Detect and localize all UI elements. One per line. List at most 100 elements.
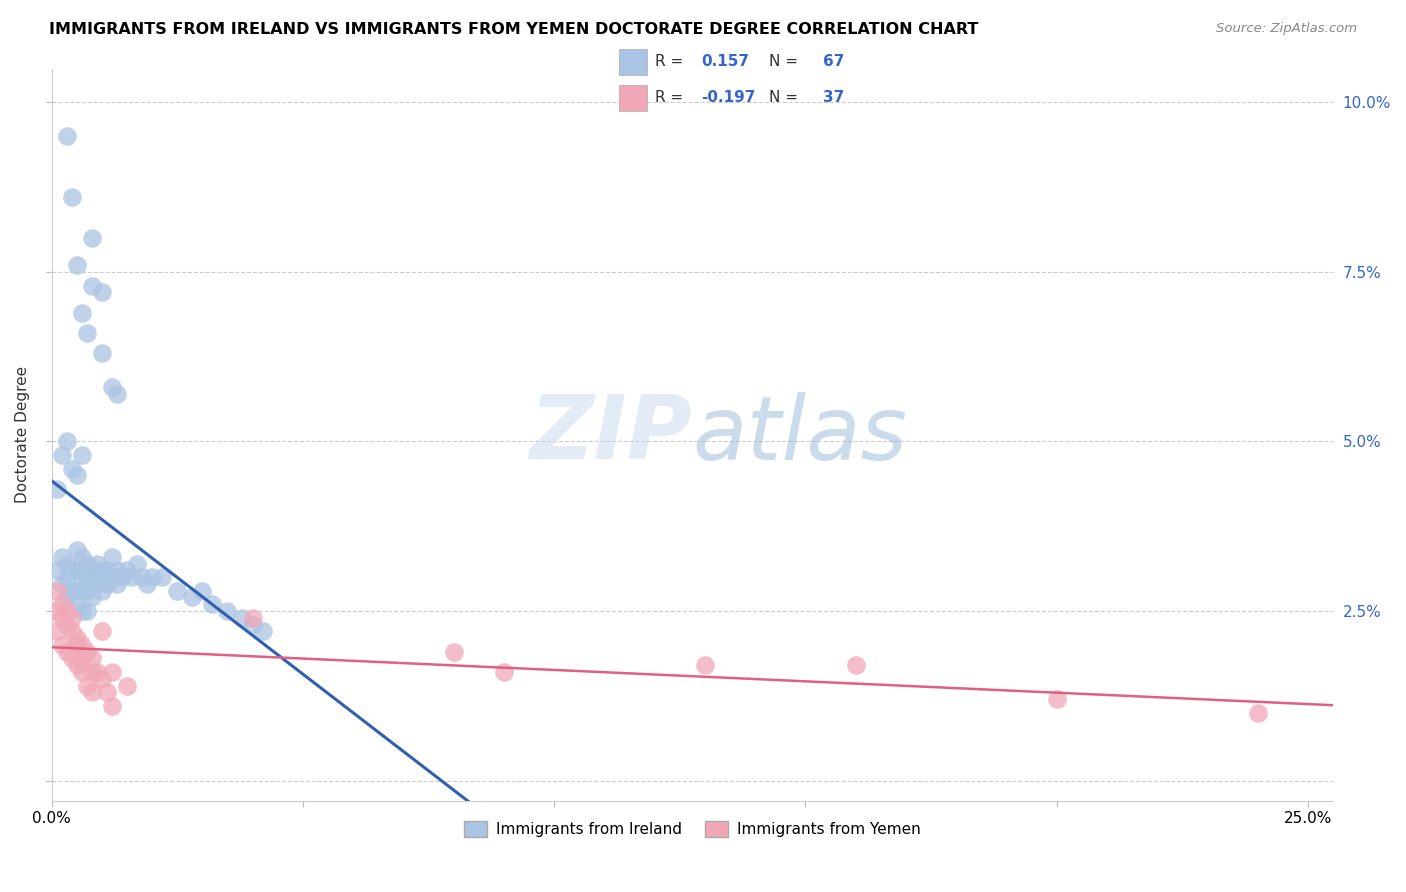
Point <box>96 685 118 699</box>
Legend: Immigrants from Ireland, Immigrants from Yemen: Immigrants from Ireland, Immigrants from… <box>456 814 928 845</box>
Point <box>70 604 93 618</box>
Point <box>51 611 73 625</box>
Point <box>51 577 73 591</box>
Point <box>115 679 138 693</box>
Point <box>150 570 173 584</box>
Point <box>76 326 98 340</box>
Point <box>70 583 93 598</box>
Text: IMMIGRANTS FROM IRELAND VS IMMIGRANTS FROM YEMEN DOCTORATE DEGREE CORRELATION CH: IMMIGRANTS FROM IRELAND VS IMMIGRANTS FR… <box>49 22 979 37</box>
Point <box>86 665 108 679</box>
Point <box>66 583 89 598</box>
Point <box>1246 706 1268 720</box>
Point <box>70 549 93 564</box>
Point <box>55 129 77 144</box>
Point <box>66 658 89 673</box>
Text: -0.197: -0.197 <box>702 90 756 105</box>
Point <box>45 563 67 577</box>
Point <box>66 468 89 483</box>
Point <box>70 638 93 652</box>
Point <box>66 563 89 577</box>
Point <box>80 278 103 293</box>
Point <box>60 190 83 204</box>
Point <box>86 557 108 571</box>
Point <box>80 685 103 699</box>
Point <box>45 604 67 618</box>
Point <box>51 638 73 652</box>
Point <box>242 617 264 632</box>
Point <box>70 651 93 665</box>
Point <box>45 624 67 639</box>
Point <box>80 231 103 245</box>
Text: 0.157: 0.157 <box>702 54 749 70</box>
Point <box>105 563 128 577</box>
Point <box>80 665 103 679</box>
Point <box>55 570 77 584</box>
Point <box>141 570 163 584</box>
Point <box>105 387 128 401</box>
Point <box>70 448 93 462</box>
Point <box>115 563 138 577</box>
Point <box>55 617 77 632</box>
Point <box>131 570 153 584</box>
Point <box>1045 692 1067 706</box>
Point <box>90 624 112 639</box>
Point <box>101 698 124 713</box>
Point <box>51 448 73 462</box>
Point <box>191 583 214 598</box>
Point <box>90 672 112 686</box>
Point <box>80 591 103 605</box>
Text: R =: R = <box>655 54 689 70</box>
Point <box>101 549 124 564</box>
Point <box>76 583 98 598</box>
Point <box>70 665 93 679</box>
Point <box>45 583 67 598</box>
Text: Source: ZipAtlas.com: Source: ZipAtlas.com <box>1216 22 1357 36</box>
Point <box>76 604 98 618</box>
Point <box>76 645 98 659</box>
Point <box>201 597 224 611</box>
Point <box>66 631 89 645</box>
Point <box>60 461 83 475</box>
Point <box>125 557 148 571</box>
Point <box>90 285 112 300</box>
Text: R =: R = <box>655 90 689 105</box>
Text: 37: 37 <box>823 90 844 105</box>
Text: ZIP: ZIP <box>530 392 692 478</box>
Point <box>60 611 83 625</box>
Point <box>51 549 73 564</box>
Point <box>252 624 274 639</box>
Point <box>80 563 103 577</box>
Point <box>111 570 134 584</box>
Point <box>76 679 98 693</box>
Point <box>66 258 89 272</box>
Point <box>136 577 159 591</box>
Text: N =: N = <box>769 54 803 70</box>
Point <box>231 611 253 625</box>
Point <box>121 570 143 584</box>
Point <box>66 543 89 558</box>
Text: N =: N = <box>769 90 803 105</box>
Point <box>443 645 465 659</box>
Point <box>90 583 112 598</box>
Point <box>101 665 124 679</box>
Point <box>55 604 77 618</box>
Point <box>492 665 515 679</box>
Point <box>101 570 124 584</box>
Point <box>70 305 93 319</box>
Point <box>86 577 108 591</box>
Point <box>101 380 124 394</box>
Point <box>96 563 118 577</box>
Point <box>76 570 98 584</box>
Point <box>166 583 188 598</box>
FancyBboxPatch shape <box>619 49 647 75</box>
Point <box>80 577 103 591</box>
FancyBboxPatch shape <box>619 85 647 111</box>
Point <box>60 583 83 598</box>
Point <box>217 604 239 618</box>
Point <box>60 651 83 665</box>
Point <box>66 638 89 652</box>
Point <box>242 611 264 625</box>
Point <box>70 570 93 584</box>
Y-axis label: Doctorate Degree: Doctorate Degree <box>15 366 30 503</box>
Text: atlas: atlas <box>692 392 907 478</box>
